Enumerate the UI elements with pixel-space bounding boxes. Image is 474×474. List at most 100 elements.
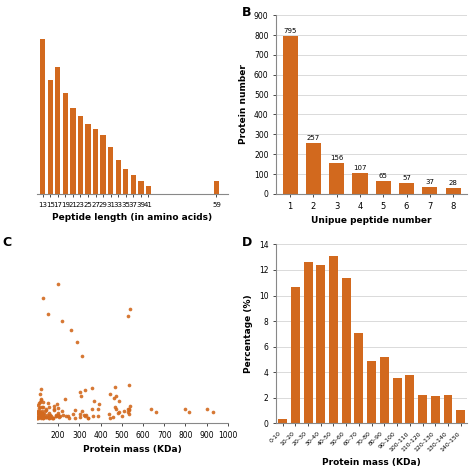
Point: [67, 327, 75, 334]
Point: [105, 410, 112, 418]
Point: [59, 411, 66, 419]
Point: [112, 392, 120, 400]
Point: [47, 412, 55, 419]
Point: [81, 412, 88, 419]
Point: [45, 412, 53, 420]
Bar: [376, 181, 391, 194]
Point: [106, 390, 113, 398]
Point: [55, 410, 62, 417]
Point: [203, 405, 210, 413]
Point: [88, 384, 96, 392]
Point: [95, 400, 102, 408]
Bar: [316, 265, 325, 423]
Point: [39, 410, 46, 418]
Text: D: D: [242, 236, 252, 248]
Point: [48, 415, 55, 422]
Point: [62, 412, 69, 420]
Point: [148, 405, 155, 413]
Point: [182, 405, 189, 413]
Point: [50, 405, 57, 412]
Y-axis label: Percentage (%): Percentage (%): [245, 294, 254, 373]
Bar: [306, 143, 321, 194]
Point: [124, 313, 132, 320]
Bar: [367, 361, 376, 423]
Point: [33, 408, 41, 415]
Point: [54, 411, 62, 419]
Point: [39, 414, 46, 422]
Point: [37, 413, 45, 420]
Bar: [304, 262, 312, 423]
Point: [152, 408, 160, 415]
Point: [80, 411, 88, 419]
Point: [76, 413, 84, 420]
Point: [46, 415, 53, 422]
Text: B: B: [242, 6, 251, 19]
Point: [38, 413, 46, 421]
Point: [38, 410, 46, 417]
Point: [52, 412, 60, 419]
Point: [42, 413, 49, 420]
Bar: [446, 188, 461, 194]
Point: [36, 410, 43, 418]
Bar: [380, 357, 389, 423]
Bar: [353, 173, 367, 194]
Point: [45, 409, 53, 417]
Point: [36, 398, 43, 406]
Text: 795: 795: [283, 28, 297, 34]
Point: [55, 280, 62, 288]
Point: [45, 399, 52, 407]
Point: [35, 413, 43, 421]
Point: [88, 406, 96, 413]
Point: [43, 411, 51, 419]
Bar: [431, 396, 440, 423]
Point: [34, 414, 41, 422]
Point: [40, 413, 48, 420]
Point: [112, 405, 119, 412]
Bar: [131, 175, 136, 194]
Bar: [329, 256, 338, 423]
Point: [38, 412, 46, 420]
Point: [65, 414, 73, 422]
Point: [44, 310, 51, 318]
Point: [90, 397, 98, 405]
Bar: [116, 160, 121, 194]
Point: [125, 407, 133, 414]
Point: [61, 395, 69, 403]
Point: [39, 414, 47, 421]
Point: [127, 306, 134, 313]
X-axis label: Unipue peptide number: Unipue peptide number: [311, 216, 432, 225]
Point: [124, 405, 132, 412]
Point: [114, 410, 121, 417]
Point: [37, 395, 45, 402]
Point: [49, 414, 56, 421]
Point: [36, 399, 43, 407]
Point: [125, 409, 132, 416]
Point: [49, 414, 56, 421]
Point: [121, 407, 128, 414]
Point: [43, 405, 50, 412]
Point: [115, 397, 122, 404]
Point: [34, 410, 42, 417]
Point: [46, 411, 54, 419]
Point: [56, 412, 64, 419]
Point: [45, 414, 53, 422]
Point: [43, 406, 50, 414]
Bar: [93, 128, 98, 194]
Point: [36, 390, 44, 397]
Point: [116, 408, 123, 416]
Bar: [355, 333, 364, 423]
Point: [58, 407, 66, 414]
Point: [37, 396, 45, 404]
Point: [35, 408, 42, 416]
Point: [78, 352, 85, 360]
Bar: [444, 395, 452, 423]
Point: [39, 398, 47, 406]
Text: 156: 156: [330, 155, 344, 161]
Point: [34, 413, 42, 420]
Point: [64, 412, 71, 419]
Point: [39, 294, 47, 301]
Point: [38, 410, 46, 417]
Point: [34, 414, 41, 421]
Point: [110, 394, 118, 401]
Point: [41, 410, 48, 417]
